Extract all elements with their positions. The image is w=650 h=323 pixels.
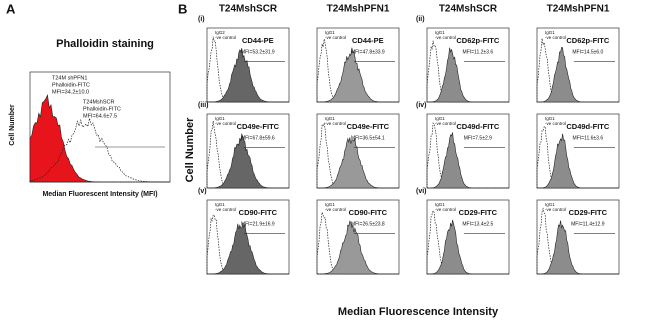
control-label: IgG2 xyxy=(215,30,225,35)
marker-label: CD62p-FITC xyxy=(456,36,500,45)
histogram xyxy=(427,219,509,275)
marker-label: CD62p-FITC xyxy=(566,36,610,45)
mfi-label: MFI=21.9±16.9 xyxy=(241,221,275,227)
marker-label: CD90-FITC xyxy=(349,208,388,217)
mfi-label: MFI=7.5±2.9 xyxy=(464,135,492,141)
control-label: IgG1 xyxy=(545,202,555,207)
control-label: -ve control xyxy=(545,207,566,212)
mfi-label: MFI=26.5±23.8 xyxy=(351,221,385,227)
control-label: -ve control xyxy=(325,35,346,40)
legend-text: MFI=34.2±10.0 xyxy=(52,89,89,95)
control-label: -ve control xyxy=(435,207,456,212)
control-label: -ve control xyxy=(435,35,456,40)
legend-text: MFI=64.6±7.5 xyxy=(83,113,117,119)
marker-label: CD49e-FITC xyxy=(347,122,390,131)
plot-frame xyxy=(426,199,510,275)
marker-label: CD90-FITC xyxy=(239,208,278,217)
y-axis-label: Cell Number xyxy=(184,117,196,183)
column-header: T24MshSCR xyxy=(219,4,278,15)
marker-label: CD29-FITC xyxy=(459,208,498,217)
panel-letter: A xyxy=(6,1,16,16)
mfi-label: MFI=14.5±6.0 xyxy=(572,49,603,55)
row-label: (ii) xyxy=(416,16,425,23)
marker-label: CD49d-FITC xyxy=(566,122,610,131)
column-header: T24MshPFN1 xyxy=(547,4,610,15)
marker-label: CD49e-FITC xyxy=(237,122,280,131)
control-label: -ve control xyxy=(545,35,566,40)
histogram xyxy=(427,47,509,103)
mfi-label: MFI=36.5±54.1 xyxy=(351,135,385,141)
marker-label: CD44-PE xyxy=(242,36,274,45)
control-label: -ve control xyxy=(325,207,346,212)
legend-text: Phalloidin-FITC xyxy=(83,106,121,112)
control-label: IgG1 xyxy=(325,30,335,35)
marker-label: CD44-PE xyxy=(352,36,384,45)
panel-letter: B xyxy=(178,1,187,16)
mfi-label: MFI=53.2±31.9 xyxy=(241,49,275,55)
control-label: IgG1 xyxy=(215,202,225,207)
mfi-label: MFI=11.6±3.6 xyxy=(573,135,604,141)
x-axis-label: Median Fluorescence Intensity xyxy=(338,306,499,318)
mfi-label: MFI=11.4±12.9 xyxy=(571,221,605,227)
control-histogram xyxy=(536,38,619,103)
histogram xyxy=(317,137,399,189)
control-label: -ve control xyxy=(215,207,236,212)
marker-label: CD29-FITC xyxy=(569,208,608,217)
control-label: IgG1 xyxy=(545,30,555,35)
histogram xyxy=(207,132,289,189)
mfi-label: MFI=13.4±2.5 xyxy=(462,221,493,227)
histogram xyxy=(537,220,619,275)
histogram xyxy=(537,133,619,189)
legend-text: T24MshSCR xyxy=(83,99,115,105)
panel-title: Phalloidin staining xyxy=(56,38,154,50)
histogram xyxy=(317,220,399,275)
mfi-label: MFI=67.8±59.6 xyxy=(241,135,275,141)
control-label: -ve control xyxy=(545,121,566,126)
y-axis-label: Cell Number xyxy=(9,104,16,146)
control-label: -ve control xyxy=(435,121,456,126)
column-header: T24MshPFN1 xyxy=(327,4,390,15)
control-label: IgG1 xyxy=(325,202,335,207)
mfi-label: MFI=11.2±3.6 xyxy=(463,49,494,55)
control-label: IgG1 xyxy=(435,202,445,207)
marker-label: CD49d-FITC xyxy=(456,122,500,131)
control-label: IgG1 xyxy=(435,30,445,35)
histogram xyxy=(207,222,289,275)
legend-text: Phalloidin-FITC xyxy=(52,82,90,88)
control-label: -ve control xyxy=(215,121,236,126)
mfi-label: MFI=47.8±33.9 xyxy=(351,49,385,55)
control-label: IgG1 xyxy=(215,116,225,121)
row-label: (i) xyxy=(198,16,205,23)
histogram xyxy=(537,46,619,103)
histogram xyxy=(317,47,399,103)
control-label: IgG1 xyxy=(325,116,335,121)
row-label: (v) xyxy=(198,188,207,195)
legend-text: T24M shPFN1 xyxy=(52,75,87,81)
row-label: (vi) xyxy=(416,188,427,195)
row-label: (iv) xyxy=(416,102,427,109)
histogram xyxy=(207,48,289,103)
control-label: -ve control xyxy=(215,35,236,40)
control-label: IgG1 xyxy=(435,116,445,121)
column-header: T24MshSCR xyxy=(439,4,498,15)
x-axis-label: Median Fluorescent Intensity (MFI) xyxy=(42,191,157,198)
control-label: IgG1 xyxy=(545,116,555,121)
histogram xyxy=(427,132,509,189)
control-label: -ve control xyxy=(325,121,346,126)
row-label: (iii) xyxy=(198,102,209,109)
